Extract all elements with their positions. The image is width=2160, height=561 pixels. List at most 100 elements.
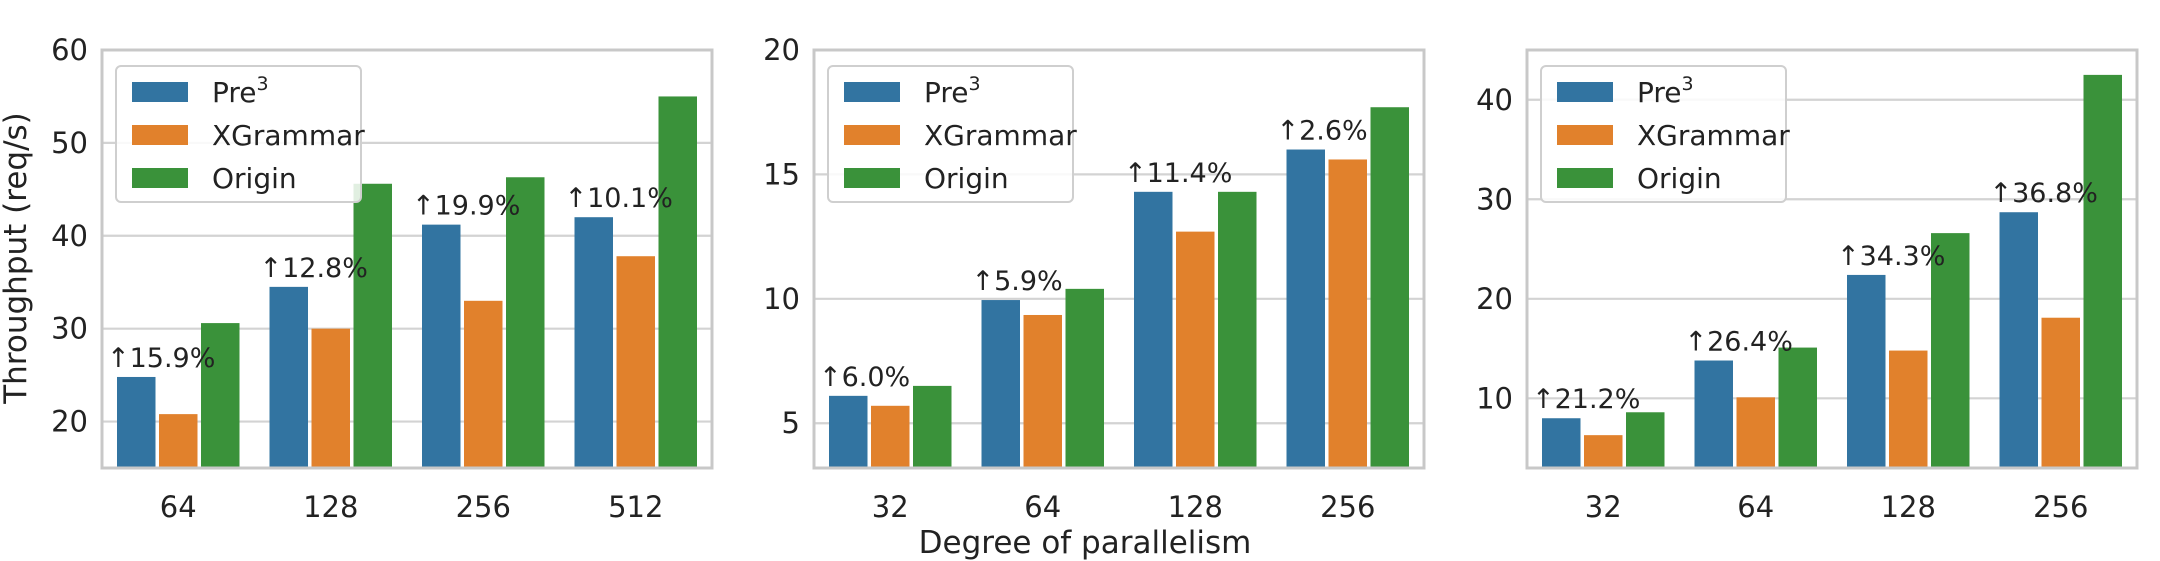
improvement-label: ↑21.2% — [1532, 384, 1640, 415]
plot-frame — [1525, 48, 2139, 470]
improvement-label: ↑10.1% — [565, 183, 673, 214]
bar-origin-32 — [913, 385, 952, 468]
improvement-label: ↑12.8% — [260, 253, 368, 284]
legend: Pre3 XGrammar Origin — [1540, 65, 1790, 203]
bar-xgrammar-256 — [1328, 159, 1367, 468]
bar-origin-256 — [1370, 107, 1409, 468]
legend-label: XGrammar — [212, 119, 365, 152]
x-tick-label: 32 — [872, 490, 909, 524]
y-tick-label: 20 — [1476, 282, 1513, 316]
legend-label: Origin — [924, 162, 1009, 195]
bar-origin-128 — [353, 183, 392, 468]
improvement-label: ↑26.4% — [1685, 327, 1793, 358]
plot-frame — [100, 48, 714, 470]
legend-label: Origin — [1637, 162, 1722, 195]
y-tick-label: 20 — [51, 405, 88, 439]
y-tick-label: 10 — [1476, 381, 1513, 415]
chart-panel-1: ↑15.9% ↑12.8% ↑19.9% ↑10.1% 20 30 40 50 60 64 128 2… — [51, 33, 714, 524]
y-tick-label: 15 — [763, 157, 800, 191]
bar-origin-64 — [1778, 347, 1817, 468]
chart-panels: ↑15.9% ↑12.8% ↑19.9% ↑10.1% 20 30 40 50 60 64 128 2… — [51, 33, 2139, 524]
bar-pre3-256 — [422, 224, 461, 468]
bar-xgrammar-128 — [311, 328, 350, 468]
y-tick-label: 50 — [51, 126, 88, 160]
x-tick-label: 256 — [2033, 490, 2088, 524]
bar-pre3-128 — [1847, 274, 1886, 468]
bar-pre3-512 — [574, 217, 613, 468]
bar-pre3-64 — [117, 376, 156, 468]
bar-pre3-256 — [1286, 149, 1325, 468]
bar-origin-512 — [658, 96, 697, 468]
improvement-label: ↑5.9% — [972, 266, 1063, 297]
improvement-label: ↑11.4% — [1124, 158, 1232, 189]
bar-origin-64 — [201, 323, 240, 468]
x-tick-label: 128 — [1881, 490, 1936, 524]
x-tick-label: 128 — [303, 490, 358, 524]
bar-xgrammar-32 — [871, 405, 910, 468]
bar-origin-128 — [1218, 191, 1257, 469]
y-tick-label: 40 — [1476, 83, 1513, 117]
y-tick-label: 5 — [782, 406, 800, 440]
y-tick-label: 30 — [51, 312, 88, 346]
legend-label: Pre3 — [1637, 73, 1694, 109]
legend-swatch — [844, 82, 900, 102]
x-tick-label: 256 — [456, 490, 511, 524]
legend-swatch — [132, 168, 188, 188]
bar-pre3-32 — [829, 395, 868, 468]
improvement-label: ↑34.3% — [1837, 241, 1945, 272]
bar-pre3-64 — [981, 300, 1020, 468]
y-tick-label: 20 — [763, 33, 800, 67]
legend-label: XGrammar — [924, 119, 1077, 152]
bar-xgrammar-64 — [159, 414, 198, 468]
y-tick-label: 60 — [51, 33, 88, 67]
bar-pre3-128 — [269, 286, 308, 468]
plot-frame — [812, 48, 1426, 470]
legend-swatch — [132, 125, 188, 145]
improvement-label: ↑15.9% — [107, 343, 215, 374]
improvement-label: ↑36.8% — [1990, 178, 2098, 209]
bar-origin-32 — [1626, 412, 1665, 468]
legend-swatch — [844, 168, 900, 188]
legend-superscript: 3 — [257, 73, 269, 95]
improvement-label: ↑19.9% — [412, 191, 520, 222]
y-tick-label: 10 — [763, 282, 800, 316]
x-tick-label: 256 — [1320, 490, 1375, 524]
x-tick-label: 512 — [608, 490, 663, 524]
bar-xgrammar-128 — [1889, 350, 1928, 468]
bar-origin-128 — [1931, 233, 1970, 468]
legend-superscript: 3 — [1682, 73, 1694, 95]
x-tick-label: 128 — [1168, 490, 1223, 524]
x-tick-label: 64 — [1737, 490, 1774, 524]
bar-xgrammar-32 — [1584, 435, 1623, 468]
bar-xgrammar-256 — [2041, 317, 2080, 468]
legend-label: XGrammar — [1637, 119, 1790, 152]
bar-pre3-256 — [1999, 212, 2038, 468]
y-axis-label: Throughput (req/s) — [0, 112, 34, 405]
bar-xgrammar-256 — [464, 300, 503, 468]
x-axis-label: Degree of parallelism — [919, 525, 1252, 561]
bar-xgrammar-128 — [1176, 231, 1215, 468]
legend-swatch — [844, 125, 900, 145]
legend-swatch — [1557, 125, 1613, 145]
legend-swatch — [1557, 168, 1613, 188]
legend-swatch — [1557, 82, 1613, 102]
legend-swatch — [132, 82, 188, 102]
x-tick-label: 32 — [1585, 490, 1622, 524]
legend-label: Origin — [212, 162, 297, 195]
improvement-label: ↑2.6% — [1277, 116, 1368, 147]
bar-pre3-128 — [1134, 191, 1173, 469]
bar-pre3-64 — [1694, 360, 1733, 468]
x-tick-label: 64 — [1024, 490, 1061, 524]
chart-panel-3: ↑21.2% ↑26.4% ↑34.3% ↑36.8% 10 20 30 40 32 64 128 2… — [1476, 48, 2139, 524]
x-tick-label: 64 — [160, 490, 197, 524]
bar-origin-256 — [2083, 74, 2122, 468]
bar-xgrammar-64 — [1736, 397, 1775, 468]
bar-xgrammar-64 — [1023, 314, 1062, 468]
y-tick-label: 40 — [51, 219, 88, 253]
legend-superscript: 3 — [969, 73, 981, 95]
bar-origin-64 — [1065, 288, 1104, 468]
